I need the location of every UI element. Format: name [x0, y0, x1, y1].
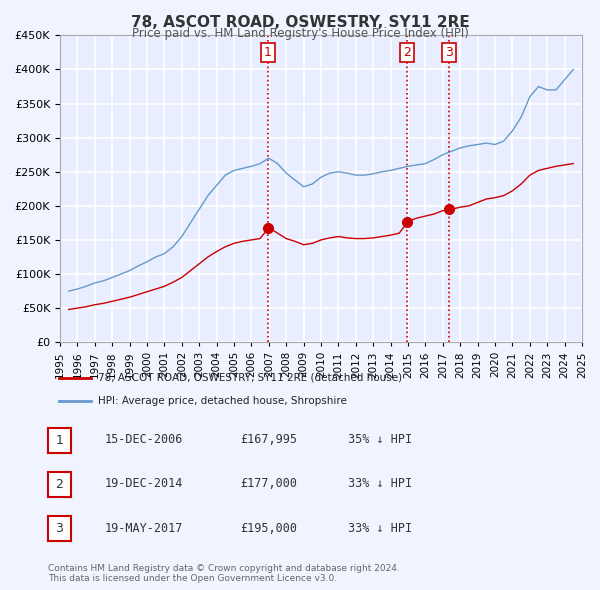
Text: 1: 1	[264, 45, 272, 58]
Text: 1: 1	[55, 434, 64, 447]
Text: 35% ↓ HPI: 35% ↓ HPI	[348, 433, 412, 446]
Text: Price paid vs. HM Land Registry's House Price Index (HPI): Price paid vs. HM Land Registry's House …	[131, 27, 469, 40]
Text: Contains HM Land Registry data © Crown copyright and database right 2024.
This d: Contains HM Land Registry data © Crown c…	[48, 563, 400, 583]
Text: £195,000: £195,000	[240, 522, 297, 535]
Text: HPI: Average price, detached house, Shropshire: HPI: Average price, detached house, Shro…	[98, 396, 347, 406]
Text: 3: 3	[55, 522, 64, 535]
Text: 33% ↓ HPI: 33% ↓ HPI	[348, 477, 412, 490]
Text: 3: 3	[445, 45, 454, 58]
Text: 2: 2	[55, 478, 64, 491]
Text: 19-MAY-2017: 19-MAY-2017	[105, 522, 184, 535]
Text: 78, ASCOT ROAD, OSWESTRY, SY11 2RE: 78, ASCOT ROAD, OSWESTRY, SY11 2RE	[131, 15, 469, 30]
Text: £167,995: £167,995	[240, 433, 297, 446]
Text: 78, ASCOT ROAD, OSWESTRY, SY11 2RE (detached house): 78, ASCOT ROAD, OSWESTRY, SY11 2RE (deta…	[98, 373, 403, 383]
Text: 2: 2	[403, 45, 411, 58]
Text: £177,000: £177,000	[240, 477, 297, 490]
Text: 19-DEC-2014: 19-DEC-2014	[105, 477, 184, 490]
Text: 15-DEC-2006: 15-DEC-2006	[105, 433, 184, 446]
Text: 33% ↓ HPI: 33% ↓ HPI	[348, 522, 412, 535]
